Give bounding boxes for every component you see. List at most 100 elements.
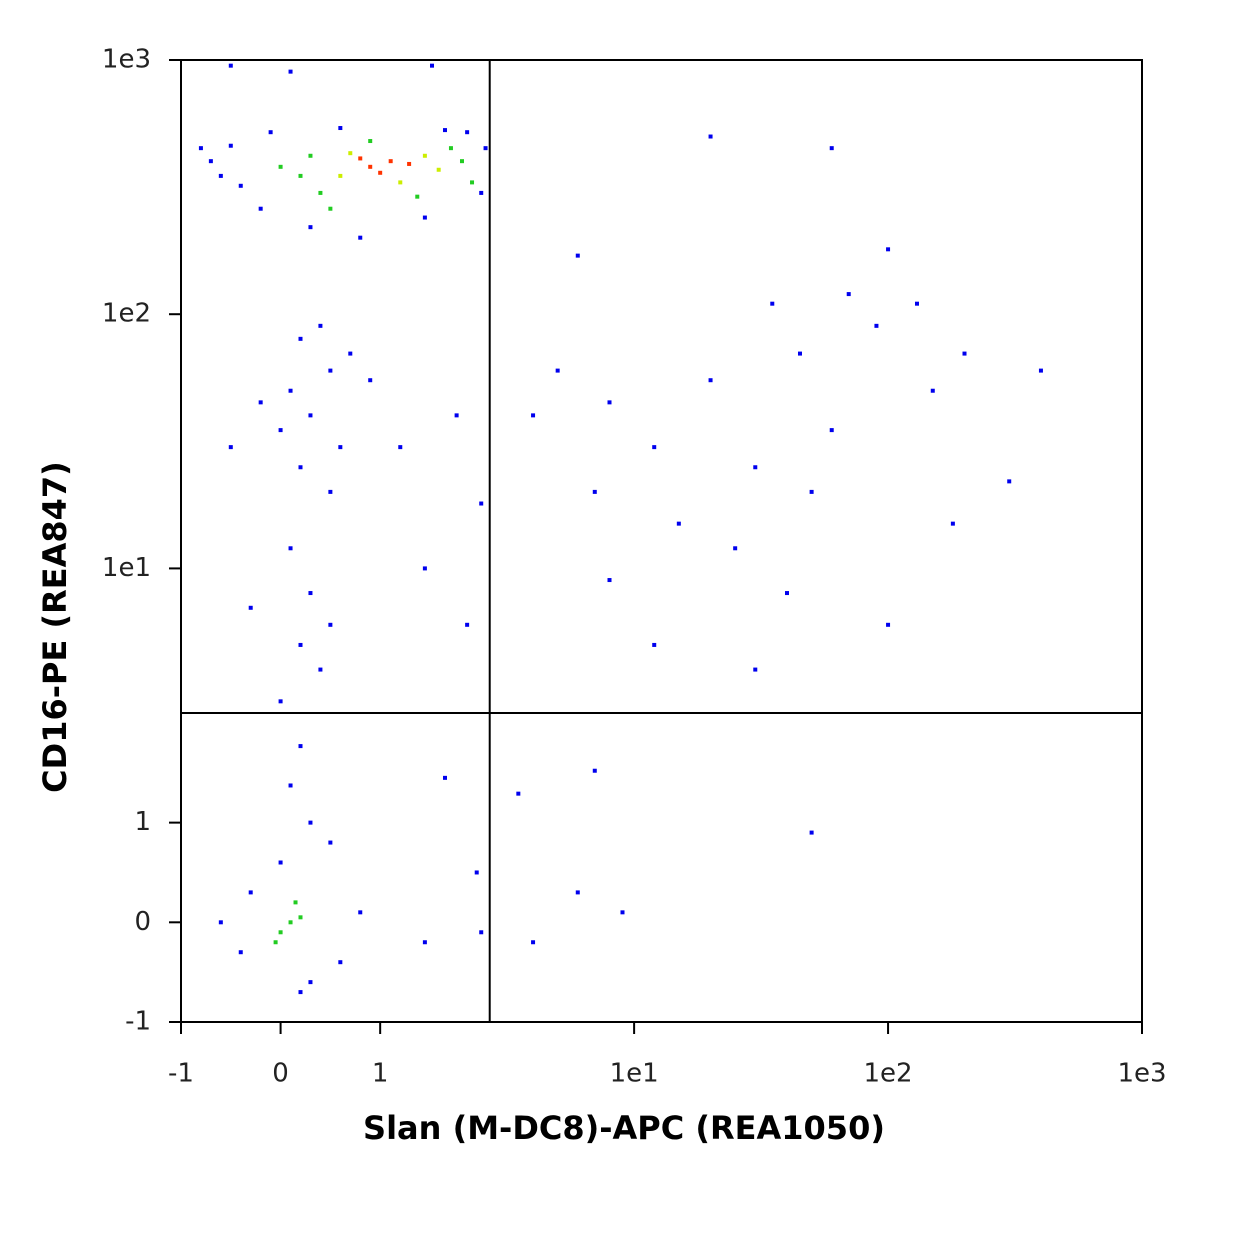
point — [298, 465, 303, 470]
point — [378, 170, 383, 175]
plot-frame — [180, 59, 1143, 1023]
point — [809, 830, 814, 835]
point — [348, 151, 353, 156]
point — [248, 890, 253, 895]
point — [516, 791, 521, 796]
x-tick-label: 0 — [272, 1059, 289, 1089]
point — [607, 578, 612, 583]
point — [238, 183, 243, 188]
point — [338, 445, 343, 450]
point — [829, 146, 834, 151]
point — [368, 378, 373, 383]
point — [298, 336, 303, 341]
point — [308, 153, 313, 158]
point — [328, 489, 333, 494]
point — [348, 351, 353, 356]
point — [218, 920, 223, 925]
point — [228, 63, 233, 68]
point — [318, 323, 323, 328]
point — [459, 159, 464, 164]
point — [298, 990, 303, 995]
point — [652, 642, 657, 647]
point — [268, 130, 273, 135]
point — [846, 292, 851, 297]
point — [470, 180, 475, 185]
y-axis-label: CD16-PE (REA847) — [36, 461, 74, 793]
point — [338, 960, 343, 965]
point — [228, 445, 233, 450]
point — [258, 206, 263, 211]
point — [198, 146, 203, 151]
point — [288, 783, 293, 788]
point — [479, 190, 484, 195]
point — [368, 164, 373, 169]
point — [770, 301, 775, 306]
point — [962, 351, 967, 356]
y-tick-label: 1 — [134, 807, 151, 837]
point — [886, 247, 891, 252]
point — [555, 368, 560, 373]
point — [797, 351, 802, 356]
point — [708, 134, 713, 139]
point — [228, 143, 233, 148]
x-axis-label: Slan (M-DC8)-APC (REA1050) — [363, 1109, 885, 1147]
point — [785, 591, 790, 596]
point — [454, 413, 459, 418]
point — [465, 130, 470, 135]
point — [278, 428, 283, 433]
point — [398, 180, 403, 185]
point — [308, 980, 313, 985]
y-tick-label: 1e1 — [102, 553, 151, 583]
point — [218, 173, 223, 178]
y-tick-label: 1e3 — [102, 45, 151, 75]
point — [415, 194, 420, 199]
point — [358, 910, 363, 915]
point — [809, 489, 814, 494]
point — [422, 153, 427, 158]
point — [328, 840, 333, 845]
point — [874, 323, 879, 328]
point — [422, 940, 427, 945]
point — [298, 744, 303, 749]
point — [733, 546, 738, 551]
y-tick-label: 0 — [134, 907, 151, 937]
point — [479, 930, 484, 935]
point — [278, 699, 283, 704]
point — [531, 940, 536, 945]
point — [308, 225, 313, 230]
point — [620, 910, 625, 915]
point — [308, 413, 313, 418]
point — [238, 950, 243, 955]
x-tick-label: 1 — [372, 1059, 389, 1089]
point — [288, 388, 293, 393]
point — [293, 900, 298, 905]
point — [248, 605, 253, 610]
point — [422, 215, 427, 220]
point — [328, 622, 333, 627]
point — [338, 173, 343, 178]
point — [1007, 479, 1012, 484]
point — [930, 388, 935, 393]
point — [575, 890, 580, 895]
point — [338, 126, 343, 131]
point — [328, 368, 333, 373]
point — [753, 465, 758, 470]
point — [358, 235, 363, 240]
point — [298, 915, 303, 920]
point — [592, 489, 597, 494]
x-tick-label: 1e3 — [1117, 1059, 1166, 1089]
point — [288, 920, 293, 925]
point — [436, 167, 441, 172]
point — [308, 820, 313, 825]
point — [398, 445, 403, 450]
point — [278, 930, 283, 935]
point — [465, 622, 470, 627]
point — [479, 501, 484, 506]
point — [208, 159, 213, 164]
point — [442, 128, 447, 133]
point — [288, 546, 293, 551]
point — [676, 521, 681, 526]
point — [531, 413, 536, 418]
point — [308, 591, 313, 596]
